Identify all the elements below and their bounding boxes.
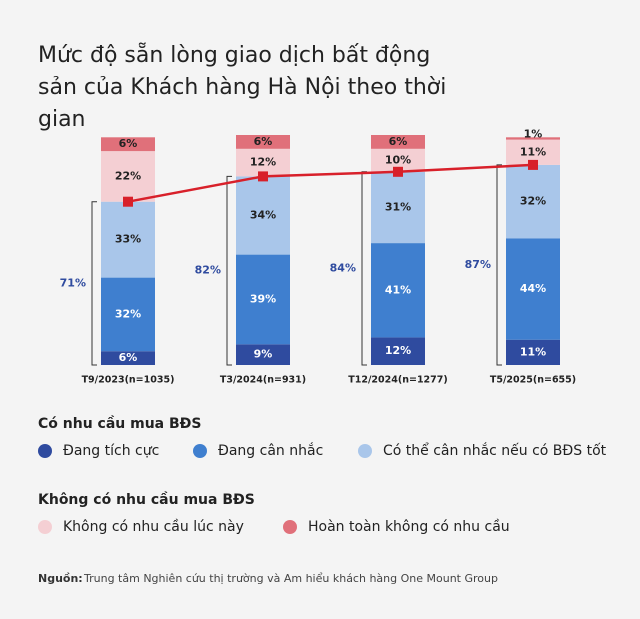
bar-segment (371, 148, 425, 172)
bar-segment (506, 137, 560, 140)
bar-segment (101, 277, 155, 352)
source: Trung tâm Nghiên cứu thị trường và Am hi… (83, 572, 498, 585)
bar-segment (371, 135, 425, 149)
bracket (91, 201, 97, 366)
data-label: 12% (250, 156, 276, 169)
data-label: 6% (119, 137, 138, 150)
source-label: Nguồn: (38, 572, 83, 585)
data-label: 6% (389, 135, 408, 148)
data-label: 39% (250, 292, 276, 305)
bracket (361, 171, 367, 366)
bar-segment (371, 171, 425, 244)
x-tick-label: T5/2025(n=655) (490, 375, 576, 386)
x-tick-label: T3/2024(n=931) (220, 375, 306, 386)
bar-segment (236, 344, 290, 365)
line-marker (258, 171, 268, 182)
bar-segment (101, 351, 155, 365)
line-marker (528, 159, 538, 170)
data-label: 9% (254, 348, 273, 361)
legend-marker (358, 444, 372, 458)
data-label: 6% (119, 351, 138, 364)
legend-label: Đang tích cực (63, 443, 159, 459)
bar-segment (236, 176, 290, 255)
data-label: 11% (520, 345, 546, 358)
bar-segment (506, 339, 560, 365)
bar-segment (506, 238, 560, 340)
bar-segment (101, 137, 155, 152)
data-label: 34% (250, 209, 276, 222)
line (127, 163, 534, 203)
legend-marker (193, 444, 207, 458)
bar-segment (371, 337, 425, 365)
x-tick-label: T12/2024(n=1277) (348, 375, 447, 386)
data-label: 11% (520, 145, 546, 158)
data-label: 33% (115, 233, 141, 246)
data-label: 22% (115, 169, 141, 182)
bar-segment (101, 201, 155, 278)
legend-label: Đang cân nhắc (218, 442, 323, 459)
legend-title: Không có nhu cầu mua BĐS (38, 491, 255, 508)
bracket (226, 175, 232, 366)
legend-marker (38, 520, 52, 534)
data-label: 12% (385, 344, 411, 357)
legend-label: Hoàn toàn không có nhu cầu (308, 519, 510, 535)
data-label: 41% (385, 283, 411, 296)
total-label: 71% (60, 276, 86, 289)
legend-label: Có thể cân nhắc nếu có BĐS tốt (383, 442, 607, 459)
line-marker (393, 166, 403, 177)
data-label: 1% (524, 127, 543, 140)
bar-segment (236, 254, 290, 345)
bar-segment (101, 151, 155, 202)
legend-marker (283, 520, 297, 534)
bar-segment (506, 164, 560, 239)
legend-marker (38, 444, 52, 458)
data-label: 6% (254, 135, 273, 148)
total-label: 82% (195, 264, 221, 277)
data-label: 44% (520, 282, 546, 295)
legend-title: Có nhu cầu mua BĐS (38, 415, 202, 432)
line-marker (123, 196, 133, 207)
data-label: 10% (385, 153, 411, 166)
data-label: 32% (115, 307, 141, 320)
total-label: 84% (330, 261, 356, 274)
total-label: 87% (465, 258, 491, 271)
data-label: 32% (520, 195, 546, 208)
bracket (496, 164, 502, 366)
legend-label: Không có nhu cầu lúc này (63, 519, 244, 535)
bar-segment (236, 135, 290, 149)
data-label: 31% (385, 200, 411, 213)
chart-title: Mức độ sẵn lòng giao dịch bất động sản c… (38, 43, 447, 132)
bar-segment (371, 243, 425, 338)
x-tick-label: T9/2023(n=1035) (82, 375, 175, 386)
